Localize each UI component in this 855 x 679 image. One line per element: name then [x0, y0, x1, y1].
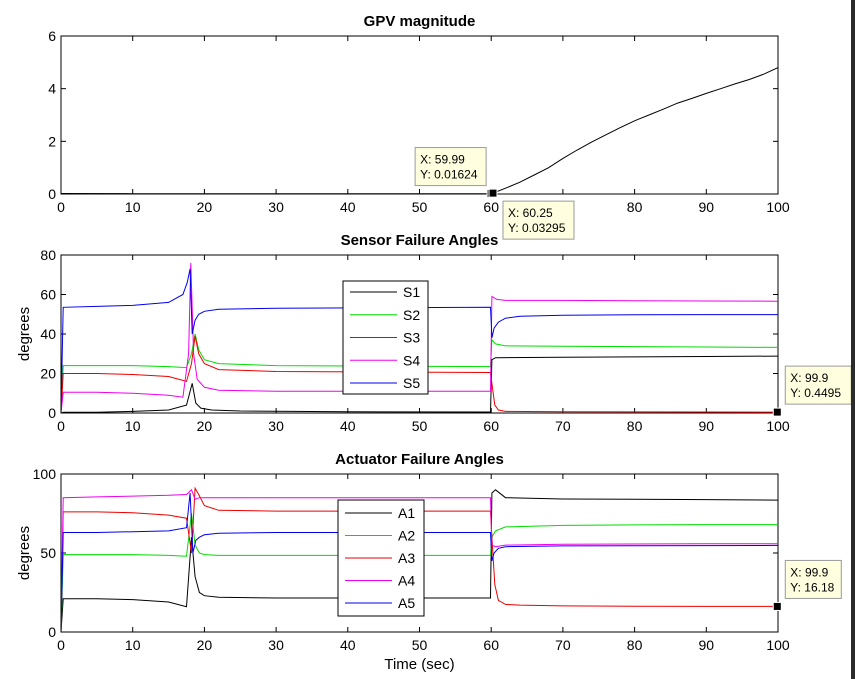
x-tick-label: 50	[412, 637, 428, 653]
x-tick-label: 60	[483, 199, 499, 215]
x-tick-label: 40	[340, 199, 356, 215]
y-tick-label: 60	[40, 287, 56, 303]
y-tick-label: 20	[40, 366, 56, 382]
x-tick-label: 50	[412, 418, 428, 434]
x-tick-label: 10	[125, 418, 141, 434]
series-line-a5	[61, 492, 778, 632]
y-tick-label: 80	[40, 247, 56, 263]
y-tick-label: 4	[48, 81, 56, 97]
x-axis-label: Time (sec)	[384, 656, 454, 673]
legend-entry-s4: S4	[403, 352, 420, 368]
y-tick-label: 40	[40, 326, 56, 342]
x-tick-label: 100	[766, 637, 790, 653]
x-tick-label: 0	[57, 637, 65, 653]
x-tick-label: 50	[412, 199, 428, 215]
legend-entry-a2: A2	[398, 528, 415, 544]
chart-title: GPV magnitude	[364, 13, 476, 30]
legend-entry-a5: A5	[398, 595, 415, 611]
x-tick-label: 20	[197, 637, 213, 653]
x-tick-label: 30	[268, 418, 284, 434]
x-tick-label: 70	[555, 418, 571, 434]
legend-entry-s1: S1	[403, 284, 420, 300]
x-tick-label: 0	[57, 199, 65, 215]
y-tick-label: 0	[48, 624, 56, 640]
data-tip-box	[784, 559, 842, 599]
series-line-s4	[61, 262, 778, 413]
x-tick-label: 40	[340, 418, 356, 434]
y-tick-label: 6	[48, 28, 56, 44]
data-tip-y: Y: 0.03295	[508, 221, 566, 235]
legend-entry-s5: S5	[403, 375, 420, 391]
data-tip-marker	[772, 601, 782, 611]
legend-entry-a4: A4	[398, 573, 415, 589]
data-tip-y: Y: 0.4495	[790, 386, 841, 400]
x-tick-label: 90	[699, 199, 715, 215]
window-right-border	[851, 0, 855, 679]
x-tick-label: 70	[555, 637, 571, 653]
y-tick-label: 50	[40, 545, 56, 561]
series-line-a4	[61, 488, 778, 632]
x-tick-label: 40	[340, 637, 356, 653]
data-tip-marker	[488, 188, 498, 198]
series-line-s1	[61, 355, 778, 413]
data-tip-x: X: 99.9	[790, 565, 828, 579]
y-tick-label: 0	[48, 186, 56, 202]
data-tip: X: 99.9Y: 16.18	[772, 559, 842, 611]
series-line-a3	[61, 486, 778, 632]
legend-entry-a1: A1	[398, 505, 415, 521]
chart-title: Actuator Failure Angles	[335, 451, 504, 468]
y-tick-label: 100	[33, 466, 57, 482]
chart-panel-3: Actuator Failure Angles 0 10 20 30 40 50 60 70 80…	[16, 451, 842, 673]
x-tick-label: 0	[57, 418, 65, 434]
x-tick-label: 10	[125, 199, 141, 215]
chart-panel-1: GPV magnitude01020304050607080901000246X…	[48, 13, 790, 240]
y-axis-label: degrees	[16, 307, 33, 361]
x-tick-label: 90	[699, 418, 715, 434]
x-tick-label: 80	[627, 199, 643, 215]
chart-panel-2: Sensor Failure Angles 0 10 20 30 40 50 60 70 80 90…	[16, 232, 852, 434]
legend-entry-s2: S2	[403, 307, 420, 323]
x-tick-label: 60	[483, 637, 499, 653]
data-tip-x: X: 59.99	[420, 153, 465, 167]
x-tick-label: 100	[766, 199, 790, 215]
x-tick-label: 100	[766, 418, 790, 434]
data-tip: X: 60.25Y: 0.03295	[488, 188, 575, 240]
y-axis-label: degrees	[16, 526, 33, 580]
x-tick-label: 20	[197, 418, 213, 434]
series-line-s3	[61, 335, 778, 413]
data-tip-x: X: 99.9	[790, 371, 828, 385]
data-tip-y: Y: 0.01624	[420, 168, 478, 182]
chart-title: Sensor Failure Angles	[341, 232, 499, 249]
data-tip: X: 99.9Y: 0.4495	[772, 365, 852, 417]
series-line	[61, 67, 778, 194]
data-tip-box	[784, 365, 852, 405]
y-tick-label: 2	[48, 133, 56, 149]
y-tick-label: 0	[48, 405, 56, 421]
legend: A1 A2 A3 A4 A5	[337, 499, 425, 617]
x-tick-label: 80	[627, 418, 643, 434]
series-group	[61, 67, 778, 194]
data-tip-box	[414, 147, 487, 187]
x-tick-label: 20	[197, 199, 213, 215]
series-line-s5	[61, 268, 778, 413]
series-line-a2	[61, 513, 778, 632]
series-group	[61, 262, 778, 413]
data-tip-box	[502, 200, 575, 240]
x-tick-label: 90	[699, 637, 715, 653]
series-group	[61, 486, 778, 632]
data-tip-x: X: 60.25	[508, 206, 553, 220]
x-tick-label: 80	[627, 637, 643, 653]
legend-entry-s3: S3	[403, 330, 420, 346]
series-line-s2	[61, 333, 778, 413]
legend-entry-a3: A3	[398, 550, 415, 566]
series-line-a1	[61, 489, 778, 632]
x-tick-label: 30	[268, 199, 284, 215]
x-tick-label: 30	[268, 637, 284, 653]
legend: S1 S2 S3 S4 S5	[342, 280, 429, 395]
data-tip-marker	[772, 407, 782, 417]
x-tick-label: 10	[125, 637, 141, 653]
x-tick-label: 60	[483, 418, 499, 434]
data-tip-y: Y: 16.18	[790, 580, 834, 594]
